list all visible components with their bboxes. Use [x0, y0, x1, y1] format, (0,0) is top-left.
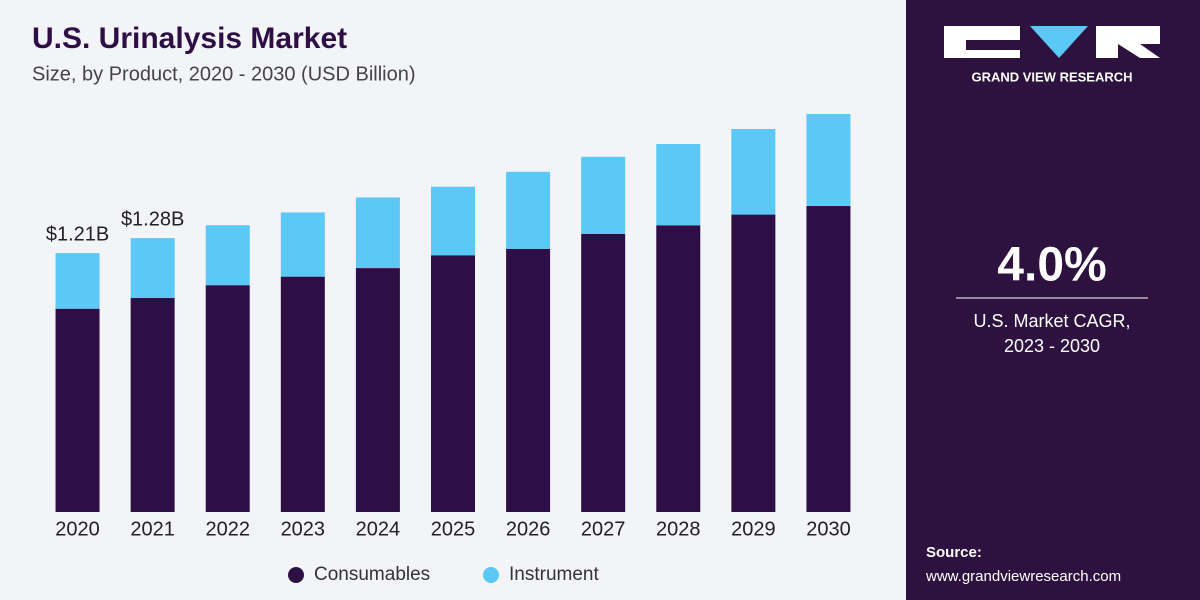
bar-segment: [506, 248, 551, 512]
bar-segment: [581, 156, 626, 234]
x-tick-label: 2026: [506, 518, 551, 540]
bar-segment: [205, 225, 250, 286]
bar-segment: [581, 233, 626, 513]
bar-segment: [731, 214, 776, 512]
data-label: $1.21B: [46, 223, 109, 245]
x-tick-label: 2027: [581, 518, 626, 540]
x-tick-label: 2025: [431, 518, 476, 540]
bar-segment: [656, 143, 701, 226]
logo: [944, 26, 1160, 58]
x-tick-label: 2029: [731, 518, 776, 540]
logo-r: [1096, 26, 1160, 58]
bar-segment: [55, 253, 100, 309]
x-tick-label: 2024: [356, 518, 401, 540]
cagr-label: 2023 - 2030: [1004, 336, 1100, 356]
bar-segment: [280, 212, 325, 277]
bar-segment: [731, 128, 776, 215]
source-url: www.grandviewresearch.com: [925, 568, 1121, 585]
bar-segment: [656, 225, 701, 513]
bar-segment: [355, 197, 400, 269]
chart-title: U.S. Urinalysis Market: [32, 22, 347, 55]
bar-segment: [280, 276, 325, 512]
cagr-value: 4.0%: [997, 239, 1106, 292]
bar-segment: [205, 285, 250, 512]
chart-subtitle: Size, by Product, 2020 - 2030 (USD Billi…: [32, 63, 416, 85]
data-label: $1.28B: [121, 208, 184, 230]
logo-g: [944, 26, 1020, 58]
x-tick-label: 2030: [806, 518, 851, 540]
bar-segment: [130, 298, 175, 512]
legend-label: Consumables: [314, 564, 430, 585]
x-tick-label: 2022: [205, 518, 250, 540]
bar-segment: [55, 308, 100, 512]
brand: GRAND VIEW RESEARCH: [971, 69, 1132, 84]
x-tick-label: 2028: [656, 518, 701, 540]
bar-segment: [806, 206, 851, 513]
source-label: Source:: [926, 544, 982, 561]
bar-segment: [431, 255, 475, 512]
legend-marker: [483, 567, 499, 583]
x-tick-label: 2021: [130, 518, 175, 540]
bar-segment: [506, 171, 551, 249]
bar-segment: [130, 238, 175, 299]
x-tick-label: 2020: [55, 518, 100, 540]
x-tick-label: 2023: [281, 518, 326, 540]
side-panel: [906, 0, 1200, 600]
bar-segment: [806, 114, 851, 207]
bar-segment: [431, 186, 475, 256]
bar-segment: [355, 268, 400, 512]
legend-label: Instrument: [509, 564, 599, 585]
legend-marker: [288, 567, 304, 583]
cagr-label: U.S. Market CAGR,: [973, 311, 1130, 331]
logo-v: [1030, 26, 1088, 58]
